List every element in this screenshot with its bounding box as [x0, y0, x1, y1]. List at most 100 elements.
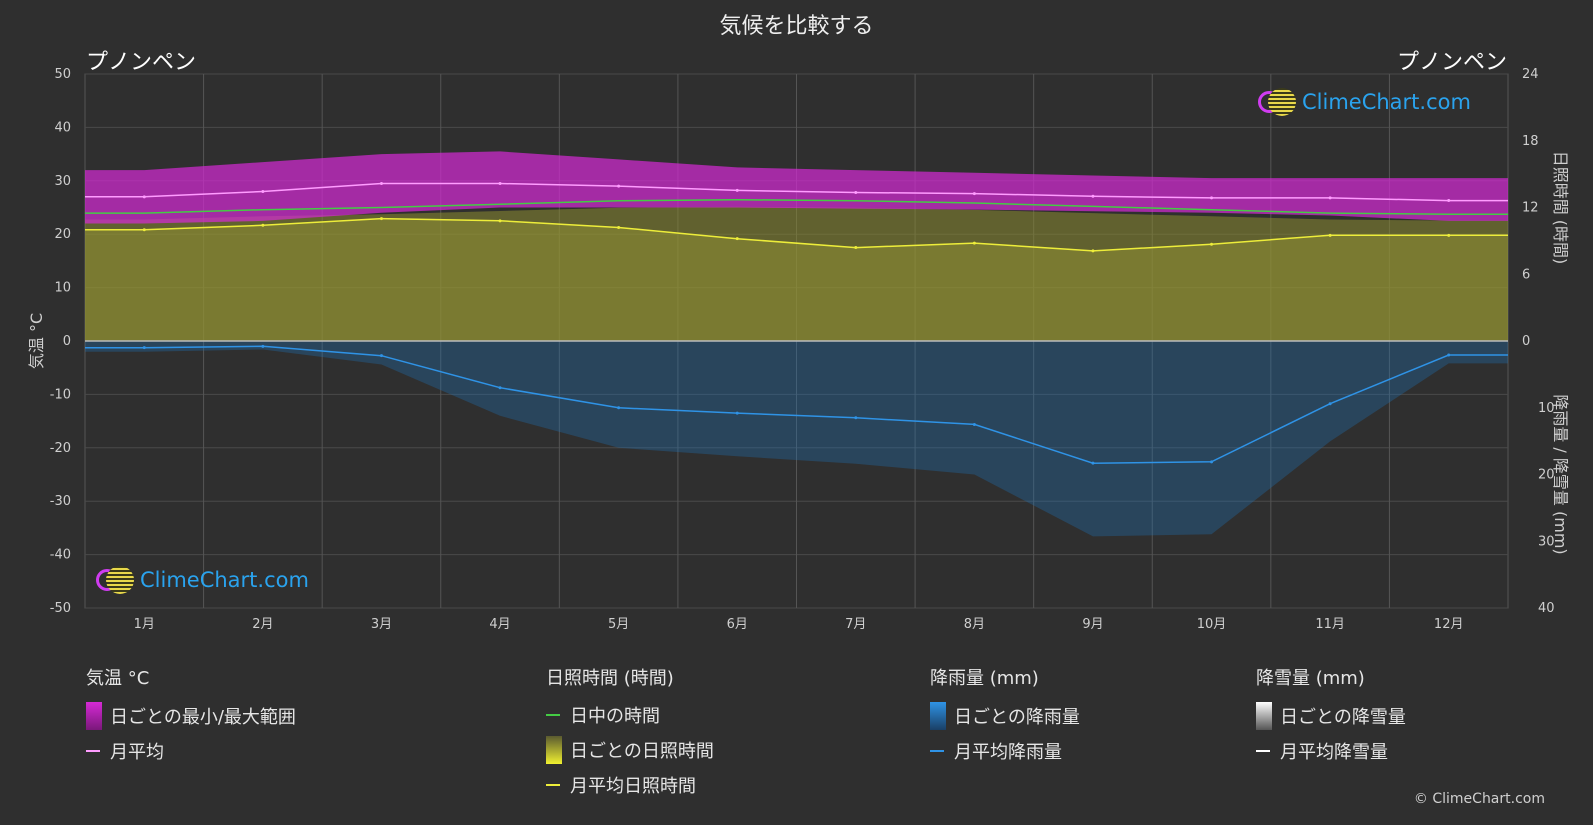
snow-mean-swatch: [1256, 750, 1270, 752]
temperature-tick-label: 10: [54, 281, 71, 296]
temperature-mean-point: [1210, 196, 1214, 200]
legend-item: 月平均日照時間: [546, 772, 714, 798]
sunshine-tick-label: 0: [1522, 334, 1530, 349]
legend-heading: 降雪量 (mm): [1256, 668, 1365, 689]
rain-mean-point: [1328, 402, 1332, 406]
month-tick-label: 10月: [1197, 617, 1227, 632]
location-right: プノンペン: [1396, 50, 1507, 75]
legend-item: 月平均降雨量: [930, 738, 1080, 764]
temperature-axis-label: 気温 °C: [27, 313, 46, 369]
legend-label: 月平均降雨量: [954, 742, 1062, 763]
legend-heading: 気温 °C: [86, 668, 150, 689]
temperature-mean-point: [1328, 196, 1332, 200]
rain-mean-point: [1091, 461, 1095, 465]
month-tick-label: 6月: [727, 617, 748, 632]
temperature-tick-label: -20: [50, 441, 71, 456]
sunshine-mean-point: [379, 217, 383, 221]
legend-item: 日ごとの最小/最大範囲: [86, 702, 296, 730]
month-tick-label: 7月: [845, 617, 866, 632]
sunshine-swatch: [546, 736, 562, 764]
sunshine-mean-point: [617, 226, 621, 230]
chart-title: 気候を比較する: [719, 14, 874, 39]
sunshine-tick-label: 24: [1522, 67, 1539, 82]
rain-mean-point: [854, 416, 858, 420]
daylight-swatch: [546, 714, 560, 716]
sunshine-tick-label: 12: [1522, 201, 1539, 216]
logo-sun-icon: [106, 566, 134, 594]
month-tick-label: 5月: [608, 617, 629, 632]
month-tick-label: 11月: [1315, 617, 1345, 632]
temperature-tick-label: 0: [63, 334, 71, 349]
rain-mean-point: [972, 422, 976, 426]
month-tick-label: 2月: [252, 617, 273, 632]
sunshine-tick-label: 6: [1522, 267, 1530, 282]
temperature-mean-point: [498, 181, 502, 185]
legend-item: 日中の時間: [546, 702, 714, 728]
temperature-tick-label: -10: [50, 387, 71, 402]
sunshine-tick-label: 18: [1522, 134, 1539, 149]
month-tick-label: 8月: [964, 617, 985, 632]
sunshine-mean-swatch: [546, 784, 560, 786]
temperature-tick-label: -40: [50, 548, 71, 563]
rain-mean-point: [735, 411, 739, 415]
legend-item: 日ごとの降雨量: [930, 702, 1080, 730]
rain-mean-point: [142, 346, 146, 350]
temperature-tick-label: 50: [54, 67, 71, 82]
rain-mean-point: [1447, 353, 1451, 357]
sunshine-mean-line: [85, 217, 1508, 252]
sunshine-mean-point: [1328, 233, 1332, 237]
legend-item: 月平均降雪量: [1256, 738, 1406, 764]
temperature-mean-point: [854, 191, 858, 195]
legend-label: 日ごとの降雪量: [1280, 707, 1406, 728]
precip-tick-label: 30: [1538, 534, 1555, 549]
precip-tick-label: 40: [1538, 601, 1555, 616]
temperature-mean-point: [1091, 194, 1095, 198]
sunshine-mean-point: [1447, 233, 1451, 237]
month-tick-label: 1月: [134, 617, 155, 632]
legend-temperature: 気温 °C 日ごとの最小/最大範囲 月平均: [86, 664, 296, 764]
sunshine-mean-point: [498, 219, 502, 223]
logo-text: ClimeChart.com: [140, 568, 309, 592]
temperature-tick-label: 20: [54, 227, 71, 242]
legend-item: 日ごとの日照時間: [546, 736, 714, 764]
snow-swatch: [1256, 702, 1272, 730]
legend-rain: 降雨量 (mm) 日ごとの降雨量 月平均降雨量: [930, 664, 1080, 764]
temperature-mean-line: [85, 182, 1508, 202]
legend-sunshine: 日照時間 (時間) 日中の時間 日ごとの日照時間 月平均日照時間: [546, 664, 714, 798]
sunshine-area: [85, 206, 1508, 341]
daylight-line: [85, 198, 1508, 215]
rain-mean-swatch: [930, 750, 944, 752]
sunshine-mean-point: [854, 246, 858, 250]
logo-text: ClimeChart.com: [1302, 90, 1471, 114]
temperature-mean-point: [617, 184, 621, 188]
legend-item: 日ごとの降雪量: [1256, 702, 1406, 730]
legend-heading: 降雨量 (mm): [930, 668, 1039, 689]
logo-bottom[interactable]: ClimeChart.com: [96, 566, 309, 594]
rain-mean-point: [379, 354, 383, 358]
rain-mean-point: [617, 406, 621, 410]
month-tick-label: 9月: [1082, 617, 1103, 632]
temperature-mean-point: [379, 181, 383, 185]
sunshine-mean-point: [261, 223, 265, 227]
sunshine-mean-point: [142, 228, 146, 232]
month-tick-label: 3月: [371, 617, 392, 632]
sunshine-mean-point: [1091, 249, 1095, 253]
legend-heading: 日照時間 (時間): [546, 668, 674, 689]
logo-sun-icon: [1268, 88, 1296, 116]
sunshine-axis-label: 日照時間 (時間): [1551, 151, 1570, 265]
copyright: © ClimeChart.com: [1413, 791, 1545, 807]
location-left: プノンペン: [86, 50, 197, 75]
legend-item: 月平均: [86, 738, 296, 764]
legend-label: 日中の時間: [570, 706, 660, 727]
temp-range-swatch: [86, 702, 102, 730]
rain-mean-point: [1210, 460, 1214, 464]
month-tick-label: 4月: [489, 617, 510, 632]
sunshine-mean-point: [1210, 242, 1214, 246]
legend-label: 月平均: [110, 742, 164, 763]
rain-mean-point: [261, 344, 265, 348]
rain-swatch: [930, 702, 946, 730]
temperature-tick-label: 30: [54, 174, 71, 189]
logo-top[interactable]: ClimeChart.com: [1258, 88, 1471, 116]
legend-label: 日ごとの最小/最大範囲: [110, 707, 296, 728]
climate-chart: 50 40 30 20 10 0 -10 -20 -30 -40 -50 24 18 12 6 0 10 20 30…: [27, 67, 1570, 632]
